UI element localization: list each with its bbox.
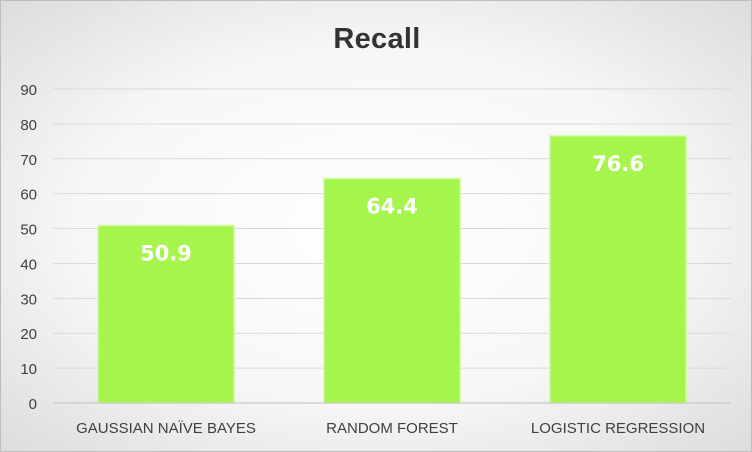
bars: [96, 135, 688, 404]
bar: [96, 224, 236, 404]
y-tick-label: 70: [20, 152, 37, 169]
data-label: 64.4: [366, 194, 418, 218]
y-tick-label: 60: [20, 187, 37, 204]
data-label: 50.9: [140, 241, 192, 265]
x-tick-label: RANDOM FOREST: [326, 420, 458, 437]
axes: 0 10 20 30 40 50 60 70 80 90 GAUSSIAN NAÏVE BAYES R…: [20, 82, 731, 437]
y-tick-label: 90: [20, 82, 37, 99]
data-labels: 50.9 64.4 76.6: [140, 152, 644, 266]
y-tick-label: 40: [20, 256, 37, 273]
x-tick-label: GAUSSIAN NAÏVE BAYES: [76, 420, 256, 437]
y-tick-label: 30: [20, 291, 37, 308]
x-tick-label: LOGISTIC REGRESSION: [531, 420, 705, 437]
y-tick-label: 80: [20, 117, 37, 134]
bar: [322, 177, 462, 404]
y-tick-label: 0: [29, 396, 37, 413]
y-tick-label: 50: [20, 222, 37, 239]
chart-title: Recall: [333, 23, 421, 55]
data-label: 76.6: [592, 152, 644, 176]
y-tick-label: 10: [20, 361, 37, 378]
bar: [548, 135, 688, 404]
y-tick-label: 20: [20, 326, 37, 343]
